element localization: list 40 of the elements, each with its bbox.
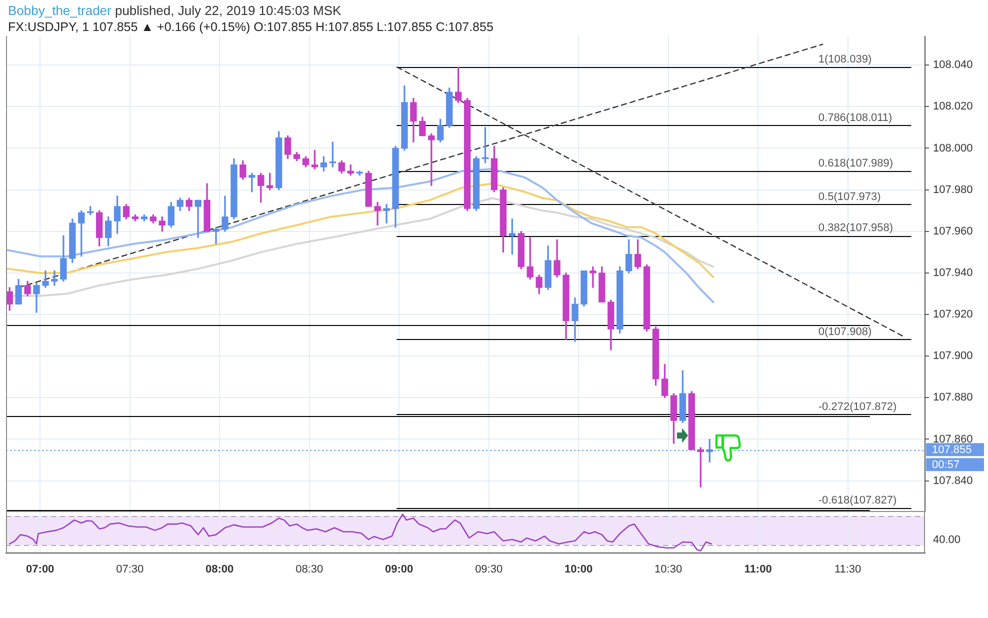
ref-line-label: 1(108.039) — [818, 54, 872, 66]
chart-subtitle: FX:USDJPY, 1 107.855 ▲ +0.166 (+0.15%) O:107.855 H:107.855 L:107.855 C:107.855 — [8, 19, 494, 36]
x-tick-label: 10:00 — [564, 564, 593, 576]
y-tick-label: 108.040 — [933, 59, 973, 72]
ref-line-label: -0.272(107.872) — [818, 400, 897, 413]
x-tick-label: 07:30 — [116, 564, 144, 576]
y-tick-label: 108.020 — [933, 100, 973, 113]
candlestick — [374, 202, 381, 226]
y-tick-label: 108.000 — [933, 142, 973, 154]
ref-line-label: 107.855 — [932, 444, 972, 456]
x-tick-label: 11:00 — [744, 564, 772, 576]
y-tick-label: 107.900 — [933, 350, 973, 362]
candlestick — [212, 226, 220, 244]
y-tick-label: 107.840 — [933, 474, 973, 487]
candlestick — [383, 204, 390, 224]
text: 00:57 — [932, 459, 960, 472]
y-tick-label: 107.860 — [933, 433, 973, 446]
y-tick-label: 107.960 — [933, 225, 973, 238]
x-tick-label: 10:30 — [654, 564, 682, 576]
candlestick — [590, 266, 596, 288]
ref-line-label: 0.786(108.011) — [818, 112, 892, 124]
x-tick-label: 09:30 — [475, 564, 503, 576]
candlestick — [51, 270, 58, 286]
candlestick — [194, 200, 202, 238]
y-tick-label: 107.980 — [933, 184, 973, 196]
x-tick-label: 08:30 — [296, 564, 324, 576]
y-tick-label: 107.920 — [933, 308, 973, 321]
ref-line-label: 0.5(107.973) — [818, 190, 881, 203]
x-tick-label: 11:30 — [834, 564, 862, 576]
text: 40.00 — [933, 534, 961, 546]
ref-line-label: 0(107.908) — [818, 326, 872, 338]
x-tick-label: 08:00 — [206, 564, 234, 576]
ref-line-label: 0.618(107.989) — [818, 158, 894, 170]
y-tick-label: 107.880 — [933, 392, 973, 404]
ref-line-label: -0.618(107.827) — [818, 494, 897, 506]
ref-line-label: 0.382(107.958) — [818, 222, 894, 234]
x-tick-label: 07:00 — [26, 564, 54, 576]
x-tick-label: 09:00 — [385, 564, 414, 576]
y-tick-label: 107.940 — [933, 266, 973, 279]
chart-title: Bobby_the_trader published, July 22, 2019 10:45:03 MSK — [8, 2, 342, 19]
